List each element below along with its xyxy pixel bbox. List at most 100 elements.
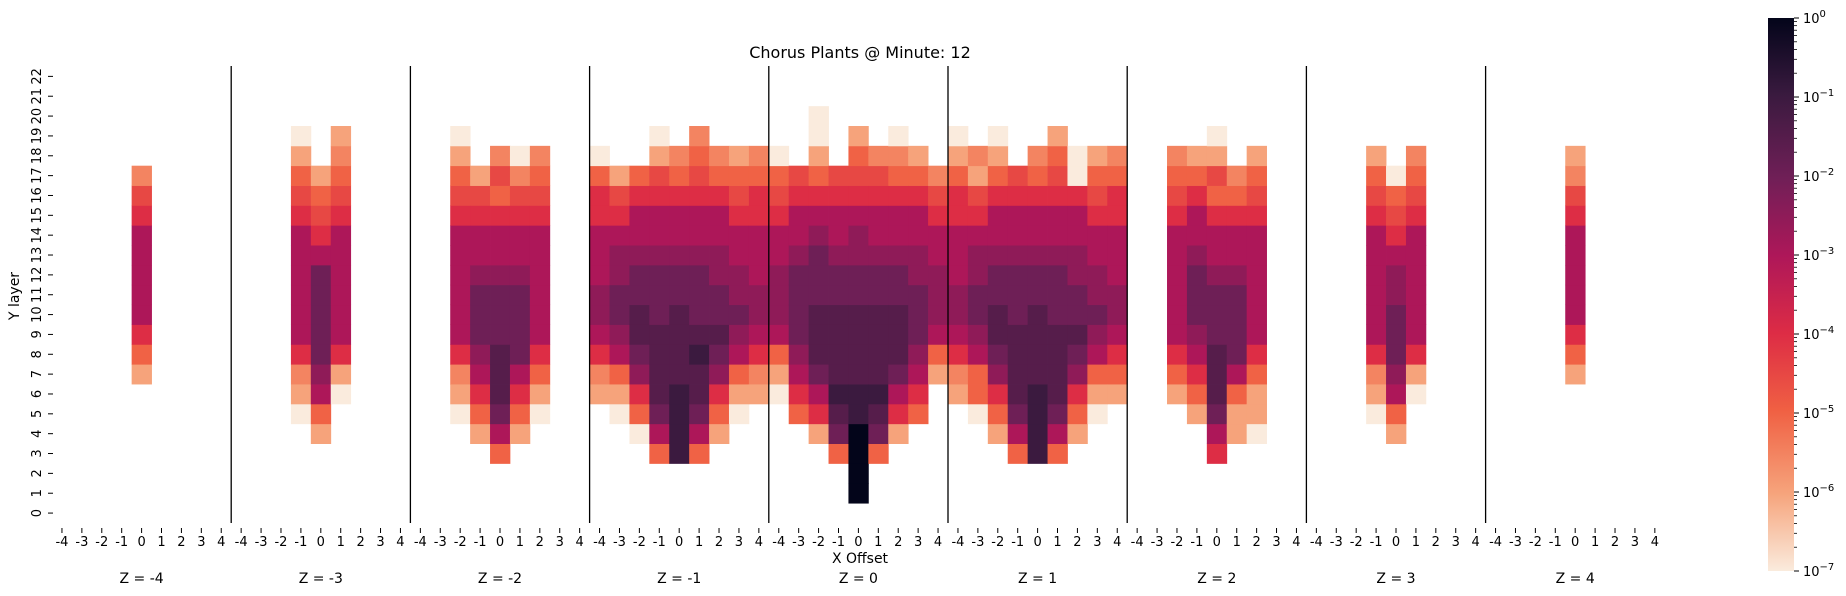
heatmap-cell bbox=[470, 403, 491, 425]
y-tick-label: 18 bbox=[30, 148, 45, 165]
y-tick-label: 16 bbox=[30, 187, 45, 204]
heatmap-cell bbox=[1007, 403, 1029, 425]
heatmap-cell bbox=[629, 185, 650, 206]
heatmap-cell bbox=[1186, 225, 1208, 246]
heatmap-cell bbox=[967, 205, 989, 226]
heatmap-cell bbox=[470, 225, 491, 246]
heatmap-cell bbox=[310, 403, 332, 425]
panel-label: Z = -2 bbox=[478, 571, 522, 587]
heatmap-cell bbox=[310, 165, 332, 186]
heatmap-cell bbox=[928, 344, 949, 365]
heatmap-cell bbox=[669, 145, 690, 167]
heatmap-cell bbox=[928, 284, 949, 306]
heatmap-cell bbox=[131, 304, 152, 325]
heatmap-cell bbox=[629, 384, 650, 405]
heatmap-cell bbox=[848, 205, 869, 226]
heatmap-cell bbox=[689, 423, 710, 444]
heatmap-cell bbox=[470, 384, 491, 405]
y-tick-label: 17 bbox=[30, 167, 45, 184]
heatmap-cell bbox=[509, 165, 531, 186]
heatmap-cell bbox=[589, 324, 610, 345]
heatmap-cell bbox=[509, 304, 531, 325]
heatmap-cell bbox=[928, 324, 949, 345]
heatmap-cell bbox=[1386, 304, 1407, 325]
heatmap-cell bbox=[1246, 384, 1267, 405]
heatmap-cell bbox=[290, 205, 312, 226]
x-tick-label: -4 bbox=[1489, 535, 1502, 550]
heatmap-cell bbox=[888, 284, 909, 306]
heatmap-cell bbox=[1186, 344, 1208, 365]
heatmap-cell bbox=[1565, 165, 1586, 186]
heatmap-cell bbox=[1087, 185, 1108, 206]
heatmap-cell bbox=[828, 324, 849, 345]
heatmap-cell bbox=[1386, 344, 1407, 365]
heatmap-cell bbox=[1186, 284, 1208, 306]
heatmap-cell bbox=[848, 185, 869, 206]
heatmap-cell bbox=[987, 344, 1009, 365]
heatmap-cell bbox=[987, 264, 1009, 286]
heatmap-cell bbox=[1167, 344, 1188, 365]
heatmap-cell bbox=[868, 344, 889, 365]
heatmap-cell bbox=[768, 225, 790, 246]
heatmap-cell bbox=[987, 165, 1009, 186]
x-tick-label: -4 bbox=[593, 535, 606, 550]
heatmap-cell bbox=[908, 205, 929, 226]
heatmap-cell bbox=[967, 364, 989, 385]
heatmap-cell bbox=[828, 165, 849, 186]
heatmap-cell bbox=[490, 264, 511, 286]
x-tick-label: -3 bbox=[971, 535, 984, 550]
heatmap-cell bbox=[1386, 403, 1407, 425]
y-tick-label: 0 bbox=[30, 509, 45, 517]
heatmap-cell bbox=[967, 324, 989, 345]
heatmap-cell bbox=[1186, 165, 1208, 186]
heatmap-cell bbox=[828, 264, 849, 286]
heatmap-cell bbox=[1007, 245, 1029, 266]
heatmap-cell bbox=[1186, 324, 1208, 345]
heatmap-cell bbox=[1366, 364, 1387, 385]
heatmap-cell bbox=[908, 185, 929, 206]
heatmap-cell bbox=[1366, 324, 1387, 345]
heatmap-cell bbox=[1206, 126, 1228, 147]
heatmap-cell bbox=[529, 205, 551, 226]
x-tick-label: 1 bbox=[874, 535, 882, 550]
heatmap-cell bbox=[490, 384, 511, 405]
heatmap-cell bbox=[509, 364, 531, 385]
heatmap-cell bbox=[828, 284, 849, 306]
heatmap-cell bbox=[1087, 364, 1108, 385]
x-tick-label: 2 bbox=[177, 535, 185, 550]
heatmap-cell bbox=[768, 344, 790, 365]
heatmap-cell bbox=[709, 185, 730, 206]
heatmap-cell bbox=[1007, 443, 1029, 464]
heatmap-cell bbox=[1206, 344, 1228, 365]
heatmap-cell bbox=[967, 344, 989, 365]
heatmap-cell bbox=[948, 225, 969, 246]
x-tick-label: 4 bbox=[1651, 535, 1659, 550]
heatmap-cell bbox=[1067, 165, 1088, 186]
colorbar-tick-label: 10−1 bbox=[1803, 88, 1834, 106]
heatmap-cell bbox=[1007, 384, 1029, 405]
heatmap-cell bbox=[928, 364, 949, 385]
x-tick-label: -2 bbox=[812, 535, 825, 550]
heatmap-cell bbox=[669, 443, 690, 464]
panel-label: Z = -1 bbox=[657, 571, 701, 587]
heatmap-cell bbox=[609, 344, 630, 365]
heatmap-cell bbox=[290, 324, 312, 345]
heatmap-cell bbox=[589, 245, 610, 266]
heatmap-cell bbox=[1027, 245, 1048, 266]
heatmap-cell bbox=[1067, 344, 1088, 365]
heatmap-cell bbox=[689, 403, 710, 425]
heatmap-cell bbox=[888, 403, 909, 425]
heatmap-cell bbox=[509, 384, 531, 405]
heatmap-cell bbox=[509, 145, 531, 167]
heatmap-cell bbox=[689, 165, 710, 186]
heatmap-cell bbox=[828, 364, 849, 385]
heatmap-cell bbox=[1047, 304, 1068, 325]
heatmap-cell bbox=[1047, 264, 1068, 286]
x-tick-label: 0 bbox=[1392, 535, 1400, 550]
heatmap-cell bbox=[728, 145, 750, 167]
heatmap-cell bbox=[888, 126, 909, 147]
heatmap-cell bbox=[1047, 403, 1068, 425]
heatmap-cell bbox=[649, 225, 670, 246]
heatmap-cell bbox=[848, 364, 869, 385]
